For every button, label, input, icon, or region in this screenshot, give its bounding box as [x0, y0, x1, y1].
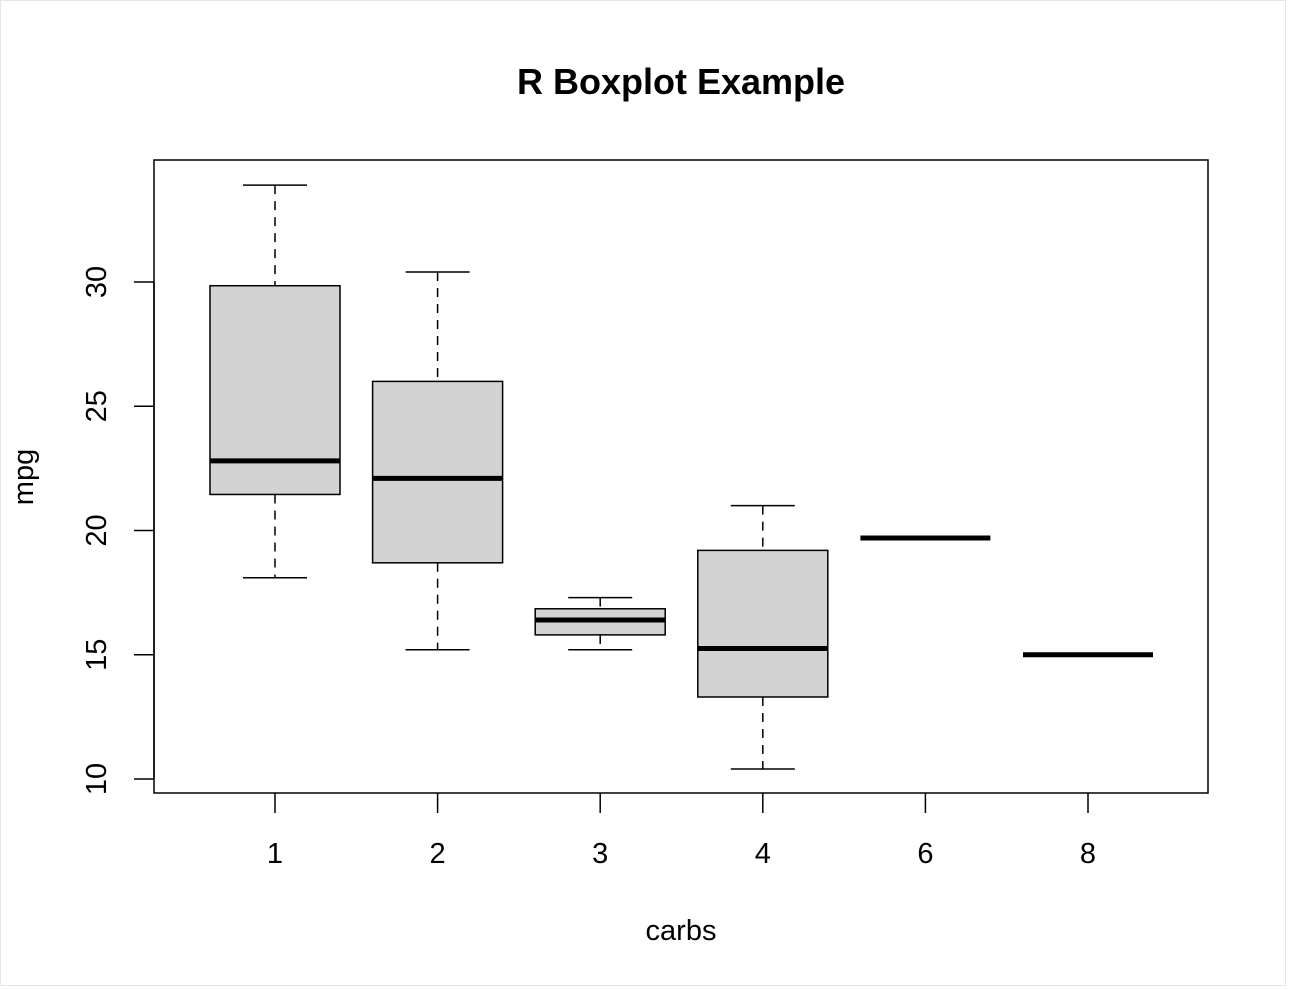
y-tick-label: 25 — [81, 390, 113, 422]
x-tick-label: 8 — [1080, 838, 1096, 870]
x-tick-label: 1 — [267, 838, 283, 870]
x-axis: 1 2 3 4 6 8 — [267, 793, 1096, 870]
x-tick-label: 3 — [592, 838, 608, 870]
box-series — [209, 184, 1153, 770]
box-4 — [697, 504, 829, 770]
y-tick-label: 30 — [81, 266, 113, 298]
y-axis-label: mpg — [8, 449, 40, 505]
box-2 — [371, 271, 504, 651]
iqr-box — [697, 549, 829, 698]
box-1 — [209, 184, 341, 579]
x-tick-label: 2 — [430, 838, 446, 870]
y-axis: 10 15 20 25 30 — [81, 266, 155, 795]
x-tick-label: 6 — [917, 838, 933, 870]
x-tick-label: 4 — [755, 838, 771, 870]
chart-title: R Boxplot Example — [517, 61, 845, 102]
y-tick-label: 15 — [81, 639, 113, 671]
iqr-box — [371, 380, 504, 564]
x-axis-label: carbs — [646, 915, 717, 947]
y-tick-label: 20 — [81, 514, 113, 546]
y-tick-label: 10 — [81, 763, 113, 795]
box-3 — [534, 596, 666, 651]
